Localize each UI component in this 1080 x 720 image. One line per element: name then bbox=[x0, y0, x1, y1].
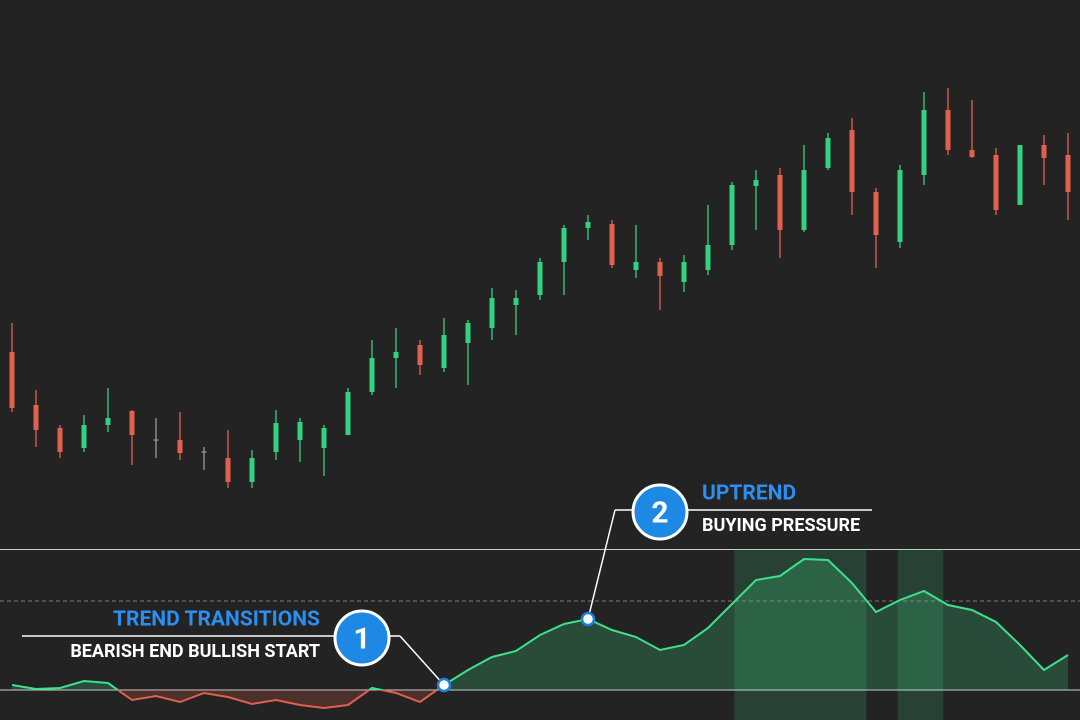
annotation-number: 1 bbox=[353, 622, 370, 657]
candle-body bbox=[1065, 155, 1071, 192]
candle-body bbox=[249, 458, 255, 482]
candle-body bbox=[345, 392, 351, 435]
candle-body bbox=[129, 411, 135, 435]
candle-body bbox=[297, 422, 303, 440]
candle-body bbox=[633, 262, 639, 270]
annotation-connector bbox=[587, 509, 616, 620]
candle-body bbox=[873, 192, 879, 235]
annotation-marker bbox=[436, 677, 452, 693]
candle-body bbox=[513, 298, 519, 305]
candle-body bbox=[849, 130, 855, 192]
annotation-connector bbox=[399, 635, 445, 686]
candle-body bbox=[489, 298, 495, 328]
candle-body bbox=[417, 345, 423, 365]
candle-body bbox=[801, 170, 807, 230]
candle-body bbox=[993, 155, 999, 210]
indicator-area-negative bbox=[12, 690, 1068, 708]
annotation-title: TREND TRANSITIONS bbox=[113, 608, 320, 632]
candle-body bbox=[969, 150, 975, 157]
candle-body bbox=[681, 262, 687, 282]
candle-body bbox=[777, 175, 783, 230]
candle-body bbox=[9, 352, 15, 408]
annotation-badge bbox=[631, 483, 689, 541]
candle-body bbox=[153, 439, 159, 441]
candle-body bbox=[657, 262, 663, 276]
candle-body bbox=[393, 352, 399, 358]
candle-body bbox=[321, 428, 327, 448]
indicator-line-positive bbox=[11, 557, 1069, 690]
candle-body bbox=[561, 228, 567, 262]
annotation-subtitle: BEARISH END BULLISH START bbox=[70, 641, 320, 662]
annotation-marker bbox=[580, 611, 596, 627]
candle-body bbox=[441, 335, 447, 368]
price-panel bbox=[9, 88, 1071, 488]
candle-body bbox=[1041, 145, 1047, 158]
candle-body bbox=[369, 358, 375, 392]
annotation-subtitle: BUYING PRESSURE bbox=[702, 515, 860, 536]
candle-body bbox=[585, 222, 591, 228]
indicator-line-negative bbox=[35, 690, 439, 710]
candle-body bbox=[609, 224, 615, 265]
candle-body bbox=[825, 138, 831, 168]
candle-body bbox=[273, 423, 279, 452]
candle-body bbox=[465, 323, 471, 343]
candle-body bbox=[753, 180, 759, 186]
candle-body bbox=[177, 440, 183, 453]
candle-body bbox=[201, 451, 207, 453]
candle-body bbox=[1017, 145, 1023, 205]
candle-body bbox=[897, 170, 903, 242]
candle-body bbox=[57, 428, 63, 452]
candle-body bbox=[921, 110, 927, 175]
candle-body bbox=[537, 262, 543, 295]
highlight-zone bbox=[734, 549, 867, 720]
indicator-area-positive bbox=[12, 559, 1068, 690]
indicator-background bbox=[734, 549, 944, 720]
highlight-zone bbox=[897, 549, 944, 720]
candle-body bbox=[705, 245, 711, 270]
annotation-number: 2 bbox=[651, 496, 668, 531]
candle-body bbox=[33, 405, 39, 430]
annotation-badge bbox=[333, 609, 391, 667]
candle-body bbox=[105, 418, 111, 425]
annotations: 1 TREND TRANSITIONS BEARISH END BULLISH ST… bbox=[22, 482, 872, 693]
annotation-title: UPTREND bbox=[702, 482, 796, 506]
candle-body bbox=[81, 425, 87, 448]
indicator-panel bbox=[0, 557, 1080, 710]
candle-body bbox=[945, 110, 951, 150]
candle-body bbox=[729, 185, 735, 245]
candle-body bbox=[225, 458, 231, 482]
